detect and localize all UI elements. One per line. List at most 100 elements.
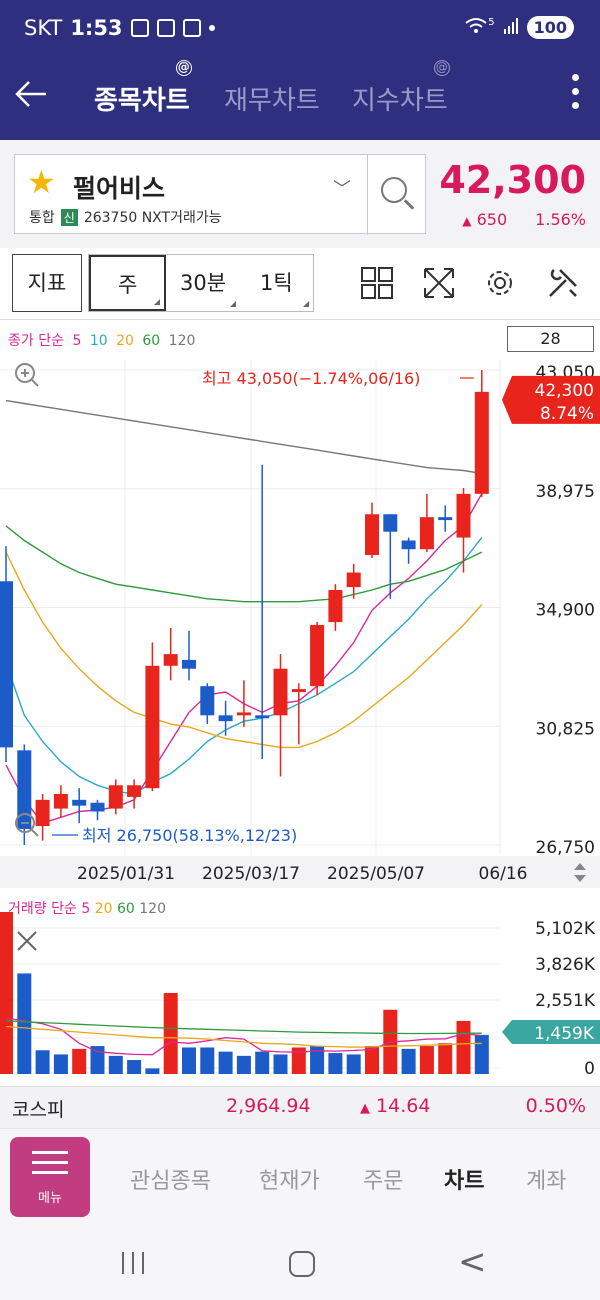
chevron-down-icon[interactable]: ﹀ — [333, 179, 351, 200]
volume-bar — [438, 1043, 453, 1074]
candle — [328, 584, 343, 631]
price-ma-legend: 종가 단순 5 10 20 60 120 — [8, 330, 199, 350]
candle-body — [17, 750, 32, 829]
volume-bar — [365, 1046, 379, 1074]
grid-layout-icon[interactable] — [360, 266, 394, 300]
volume-bar — [474, 1034, 489, 1074]
tab-financial-chart[interactable]: 재무차트 — [224, 80, 320, 117]
price-tag-value: 42,300 — [535, 381, 594, 401]
bottom-navigation: 메뉴 관심종목 현재가 주문 차트 계좌 — [0, 1128, 600, 1224]
candle-body — [273, 668, 288, 716]
chart-toolbar: 지표 주 30분 1틱 — [0, 248, 600, 320]
volume-bar — [401, 1048, 416, 1074]
divider — [367, 155, 368, 235]
volume-ma-legend: 거래량 단순 5 20 60 120 — [8, 898, 166, 918]
candle — [401, 537, 416, 564]
legend-ma60: 60 — [142, 333, 161, 349]
search-icon[interactable] — [381, 177, 407, 203]
volume-bar — [0, 912, 13, 1074]
candle — [456, 488, 471, 573]
recent-apps-icon[interactable] — [122, 1252, 144, 1274]
candle — [218, 700, 233, 736]
volume-bar — [35, 1050, 50, 1074]
candle-body — [145, 665, 160, 789]
hamburger-icon — [32, 1151, 68, 1181]
home-icon[interactable] — [289, 1251, 315, 1277]
volume-bar — [200, 1047, 215, 1074]
battery-indicator: 100 — [526, 16, 574, 39]
candle — [17, 744, 32, 845]
scroll-arrows — [574, 863, 586, 882]
candle-body — [127, 785, 142, 797]
clock: 1:53 — [70, 16, 123, 40]
candle — [72, 788, 87, 824]
volume-tag-shape — [502, 1020, 600, 1044]
period-30min[interactable]: 30분 — [166, 255, 239, 311]
ma-line-20 — [5, 551, 483, 749]
market-label: 통합 — [29, 210, 55, 226]
back-arrow-icon[interactable] — [14, 76, 48, 116]
period-weekly[interactable]: 주 — [89, 255, 167, 311]
price-chart[interactable]: 종가 단순 5 10 20 60 120 28 43,050 38,975 34,9… — [0, 320, 600, 888]
volume-bar — [145, 1068, 160, 1074]
y-tick-label: 26,750 — [536, 838, 595, 858]
volume-tag-value: 1,459K — [534, 1024, 595, 1044]
tab-label: 지수차트 — [352, 86, 448, 116]
y-tick-label: 38,975 — [536, 482, 595, 502]
nav-chart[interactable]: 차트 — [444, 1169, 485, 1194]
candle — [127, 779, 142, 809]
stock-selector[interactable]: ★ 펄어비스 ﹀ 통합 신 263750 NXT거래가능 — [14, 154, 426, 235]
nav-account[interactable]: 계좌 — [526, 1169, 567, 1194]
wifi-icon — [464, 17, 488, 39]
menu-button[interactable]: 메뉴 — [10, 1137, 90, 1217]
candle-body — [236, 712, 251, 716]
zoom-out-icon — [15, 813, 39, 837]
system-back-icon[interactable]: < — [458, 1242, 487, 1282]
credit-badge: 신 — [60, 208, 78, 226]
nav-watchlist[interactable]: 관심종목 — [130, 1169, 211, 1194]
nav-current-price[interactable]: 현재가 — [259, 1169, 320, 1194]
favorite-star-icon[interactable]: ★ — [27, 163, 56, 201]
tab-index-chart[interactable]: 지수차트 @ — [352, 60, 450, 117]
price-tag-rate: 8.74% — [540, 404, 594, 424]
volume-bar — [255, 1051, 270, 1074]
volume-ma-line-5 — [5, 1017, 482, 1056]
volume-bar — [456, 1020, 471, 1074]
x-tick-label: 2025/03/17 — [202, 864, 300, 884]
index-ticker[interactable]: 코스피 2,964.94 ▲ 14.64 0.50% — [0, 1086, 600, 1128]
candle-body — [0, 581, 13, 748]
zoom-ring — [15, 363, 35, 383]
indicator-button[interactable]: 지표 — [12, 254, 82, 312]
volume-bar — [236, 1055, 251, 1074]
period-label: 30분 — [179, 271, 227, 295]
legend-prefix: 종가 단순 — [8, 333, 64, 349]
more-options-icon[interactable] — [572, 74, 580, 109]
current-volume-tag: 1,459K — [502, 1020, 600, 1044]
candle-count-box[interactable]: 28 — [507, 326, 594, 352]
candle-body — [200, 686, 215, 716]
candle-body — [108, 785, 123, 809]
y-tick-label: 34,900 — [536, 601, 595, 621]
tab-stock-chart[interactable]: 종목차트 @ — [94, 60, 192, 117]
volume-chart[interactable]: 5,102K 3,826K 2,551K 0 1,459K 거래량 단순 5 20 60… — [0, 888, 600, 1086]
volume-bar — [108, 1055, 123, 1074]
period-label: 주 — [118, 273, 138, 297]
more-notifications-icon — [208, 25, 215, 31]
index-name: 코스피 — [12, 1099, 65, 1121]
status-bar: SKT 1:53 5 100 — [0, 0, 600, 58]
candle — [145, 642, 160, 792]
system-navigation-bar: < — [0, 1224, 600, 1300]
tools-icon[interactable] — [546, 266, 580, 300]
volume-bar — [218, 1051, 233, 1074]
volume-bar — [328, 1053, 343, 1074]
settings-gear-icon[interactable] — [483, 266, 517, 300]
nav-order[interactable]: 주문 — [363, 1169, 404, 1194]
y-tick-label: 30,825 — [536, 719, 595, 739]
stock-info-bar: ★ 펄어비스 ﹀ 통합 신 263750 NXT거래가능 42,300 ▲ 65… — [0, 140, 600, 248]
legend-ma20: 20 — [94, 901, 113, 917]
expand-icon[interactable] — [422, 266, 456, 300]
candle-body — [72, 799, 87, 806]
signal-icon — [503, 17, 519, 39]
candle-body — [291, 689, 306, 693]
period-1tick[interactable]: 1틱 — [240, 255, 313, 311]
